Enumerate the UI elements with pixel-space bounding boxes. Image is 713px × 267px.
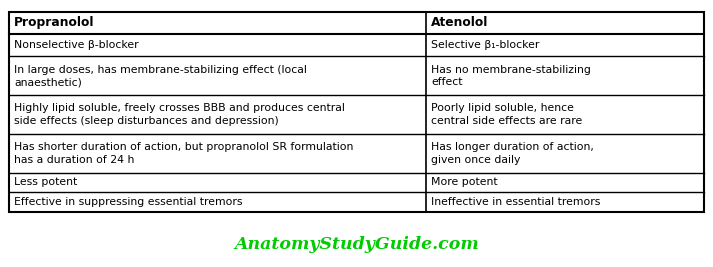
Text: Nonselective β-blocker: Nonselective β-blocker bbox=[14, 40, 139, 50]
Text: Propranolol: Propranolol bbox=[14, 17, 95, 29]
Text: Poorly lipid soluble, hence
central side effects are rare: Poorly lipid soluble, hence central side… bbox=[431, 103, 583, 126]
Text: More potent: More potent bbox=[431, 178, 498, 187]
Bar bbox=[9, 12, 704, 212]
Text: Selective β₁-blocker: Selective β₁-blocker bbox=[431, 40, 540, 50]
Text: Highly lipid soluble, freely crosses BBB and produces central
side effects (slee: Highly lipid soluble, freely crosses BBB… bbox=[14, 103, 345, 126]
Text: Less potent: Less potent bbox=[14, 178, 78, 187]
Text: Ineffective in essential tremors: Ineffective in essential tremors bbox=[431, 197, 601, 207]
Text: Has longer duration of action,
given once daily: Has longer duration of action, given onc… bbox=[431, 142, 594, 164]
Text: Has no membrane-stabilizing
effect: Has no membrane-stabilizing effect bbox=[431, 65, 591, 87]
Text: AnatomyStudyGuide.com: AnatomyStudyGuide.com bbox=[234, 236, 479, 253]
Text: Atenolol: Atenolol bbox=[431, 17, 488, 29]
Text: In large doses, has membrane-stabilizing effect (local
anaesthetic): In large doses, has membrane-stabilizing… bbox=[14, 65, 307, 87]
Text: Effective in suppressing essential tremors: Effective in suppressing essential tremo… bbox=[14, 197, 242, 207]
Text: Has shorter duration of action, but propranolol SR formulation
has a duration of: Has shorter duration of action, but prop… bbox=[14, 142, 354, 164]
